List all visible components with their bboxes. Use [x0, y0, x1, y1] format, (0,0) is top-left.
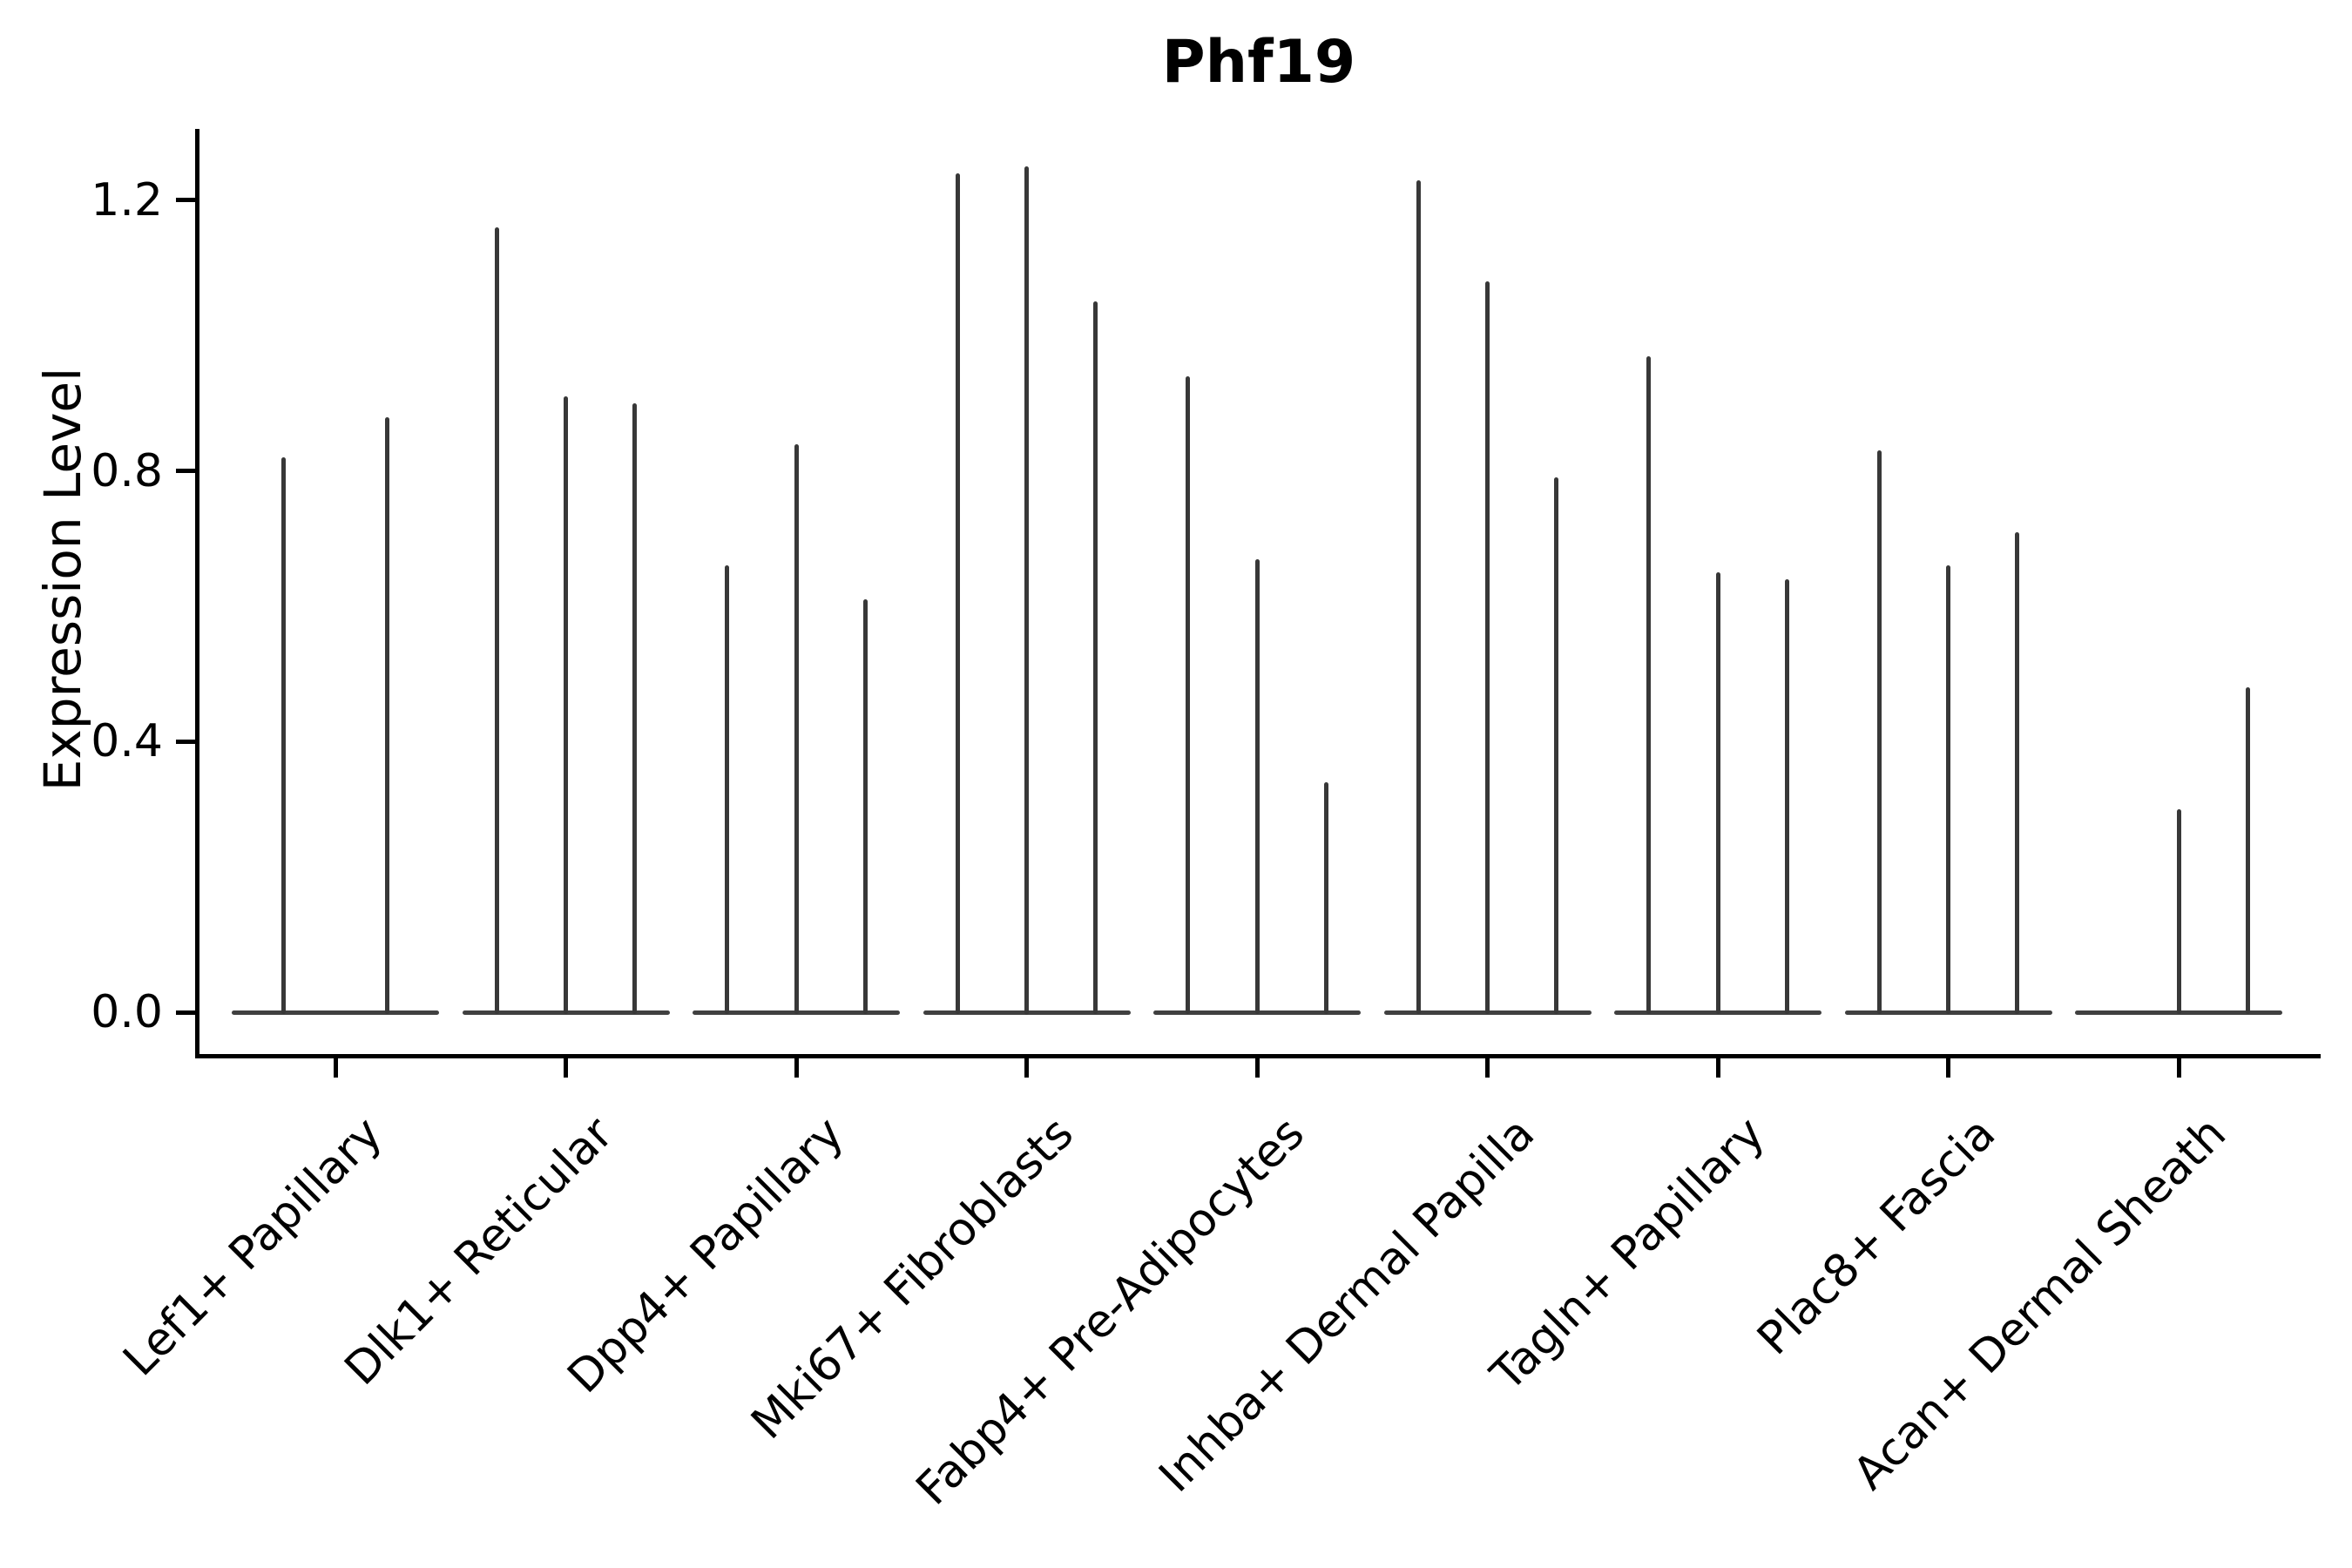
x-tick-mark	[333, 1058, 338, 1078]
y-axis-spine	[195, 129, 199, 1058]
violin-spike	[2015, 531, 2020, 1015]
violin-spike	[1784, 578, 1789, 1015]
violin-spike	[725, 565, 730, 1015]
violin-spike	[1186, 375, 1191, 1015]
x-axis-spine	[195, 1054, 2321, 1058]
y-tick-mark	[176, 469, 195, 474]
violin-spike	[794, 443, 799, 1015]
y-tick-mark	[176, 739, 195, 744]
violin-spike	[494, 227, 499, 1015]
violin-spike	[1715, 572, 1720, 1015]
y-tick-label: 0.0	[91, 986, 163, 1038]
violin-spike	[564, 396, 568, 1015]
violin-spike	[1554, 477, 1559, 1015]
x-tick-mark	[1946, 1058, 1950, 1078]
chart-title: Phf19	[1161, 28, 1356, 97]
violin-spike	[2245, 687, 2250, 1015]
y-tick-label: 0.8	[91, 444, 163, 497]
violin-spike	[2176, 808, 2181, 1015]
y-tick-mark	[176, 1010, 195, 1015]
violin-baseline	[232, 1010, 439, 1015]
x-tick-label: Plac8+ Fascia	[1747, 1107, 2006, 1366]
violin-spike	[1323, 781, 1328, 1015]
violin-spike	[862, 599, 868, 1015]
y-tick-label: 0.4	[91, 715, 163, 768]
y-tick-mark	[176, 198, 195, 203]
x-tick-mark	[1254, 1058, 1260, 1078]
violin-spike	[1093, 301, 1098, 1015]
x-tick-label: Inhba+ Dermal Papilla	[1149, 1107, 1545, 1503]
x-tick-label: Acan+ Dermal Sheath	[1843, 1107, 2236, 1500]
x-tick-mark	[2176, 1058, 2181, 1078]
violin-spike	[955, 172, 960, 1015]
x-tick-mark	[794, 1058, 799, 1078]
violin-spike	[1646, 355, 1652, 1015]
violin-spike	[281, 457, 286, 1015]
violin-spike	[1416, 179, 1421, 1015]
y-tick-label: 1.2	[91, 173, 163, 226]
violin-spike	[1254, 558, 1260, 1015]
violin-spike	[632, 402, 638, 1015]
violin-spike	[385, 416, 389, 1015]
x-tick-mark	[564, 1058, 568, 1078]
x-tick-label: Fabp4+ Pre-Adipocytes	[906, 1107, 1315, 1516]
x-tick-mark	[1024, 1058, 1029, 1078]
violin-spike	[1876, 450, 1882, 1015]
x-tick-mark	[1715, 1058, 1720, 1078]
violin-spike	[1485, 281, 1490, 1015]
violin-spike	[1946, 565, 1950, 1015]
x-tick-mark	[1485, 1058, 1490, 1078]
violin-spike	[1024, 166, 1029, 1015]
